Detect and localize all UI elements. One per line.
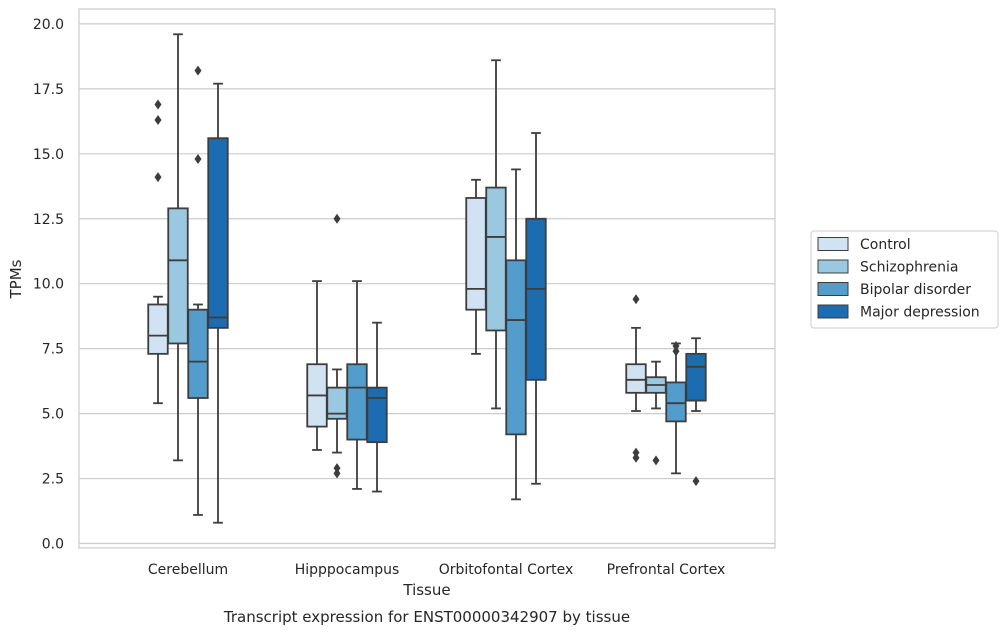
outlier-point [154,115,162,126]
legend-swatch-schizophrenia [817,259,849,274]
y-tick-label: 20.0 [33,17,64,33]
y-tick-label: 12.5 [33,212,64,228]
chart-caption: Transcript expression for ENST0000034290… [223,608,630,626]
series-major-depression [207,82,707,524]
outlier-point [692,476,700,487]
x-tick-label: Cerebellum [148,562,228,578]
x-axis-label: Tissue [402,581,450,599]
y-tick-label: 5.0 [42,407,64,423]
box-control-cerebellum [147,99,169,405]
box-major-depression-prefrontal-cortex [685,337,707,487]
box-schizophrenia-orbitofontal-cortex [485,59,507,410]
plot-frame [78,8,776,549]
outlier-point [154,99,162,110]
legend-frame [810,230,999,329]
x-axis-ticks: Cerebellum Hipppocampus Orbitofontal Corte… [148,562,725,578]
box-bipolar-disorder-hipppocampus [346,280,368,490]
outlier-point [632,452,640,463]
plot-area [79,9,775,548]
legend-swatch-control [817,237,849,251]
y-tick-label: 2.5 [42,472,64,488]
outlier-point [632,447,640,458]
box-schizophrenia-prefrontal-cortex [645,360,667,466]
outlier-point [333,213,341,224]
box-body [525,217,547,381]
y-axis-ticks: 0.0 2.5 5.0 7.5 10.0 12.5 15.0 17.5 20.0 [33,17,64,553]
legend-label-major-depression: Major depression [860,305,980,321]
outlier-point [632,294,640,305]
box-body [167,207,189,345]
series-control [147,99,647,463]
series-schizophrenia [167,33,667,479]
outlier-point [652,455,660,466]
box-bipolar-disorder-cerebellum [187,65,209,516]
outlier-point [333,463,341,474]
box-body [685,352,707,402]
box-body [465,197,487,311]
y-tick-label: 10.0 [33,277,64,293]
series-bipolar-disorder [187,65,687,516]
y-tick-label: 7.5 [42,342,64,358]
box-schizophrenia-cerebellum [167,33,189,462]
legend-label-control: Control [860,237,911,253]
box-major-depression-cerebellum [207,82,229,524]
outlier-point [672,341,680,352]
box-bipolar-disorder-orbitofontal-cortex [505,168,527,501]
box-body [187,308,209,399]
x-tick-label: Orbitofontal Cortex [439,562,574,578]
box-major-depression-hipppocampus [366,321,388,493]
legend-swatch-major-depression [817,304,849,319]
box-body [346,363,368,441]
y-tick-label: 17.5 [33,82,64,98]
x-tick-label: Hipppocampus [295,562,400,578]
outlier-point [672,346,680,357]
legend-label-bipolar-disorder: Bipolar disorder [860,282,971,298]
box-body [366,386,388,444]
legend-label-schizophrenia: Schizophrenia [860,260,958,276]
box-bipolar-disorder-prefrontal-cortex [665,341,687,475]
outlier-point [154,172,162,183]
x-tick-label: Prefrontal Cortex [607,562,726,578]
box-control-hipppocampus [306,280,328,451]
legend: Control Schizophrenia Bipolar disorder Majo… [810,230,999,329]
outlier-point [333,468,341,479]
box-body [505,259,527,436]
outlier-point [194,153,202,164]
box-series [147,33,707,524]
box-body [207,137,229,329]
box-body [665,381,687,423]
y-tick-label: 0.0 [42,537,64,553]
box-control-prefrontal-cortex [625,294,647,463]
box-body [485,186,507,332]
box-major-depression-orbitofontal-cortex [525,132,547,485]
legend-swatch-bipolar-disorder [817,282,849,296]
outlier-point [194,65,202,76]
y-tick-label: 15.0 [33,147,64,163]
box-body [625,363,647,394]
box-body [147,303,169,355]
y-axis-label: TPMs [7,259,25,299]
